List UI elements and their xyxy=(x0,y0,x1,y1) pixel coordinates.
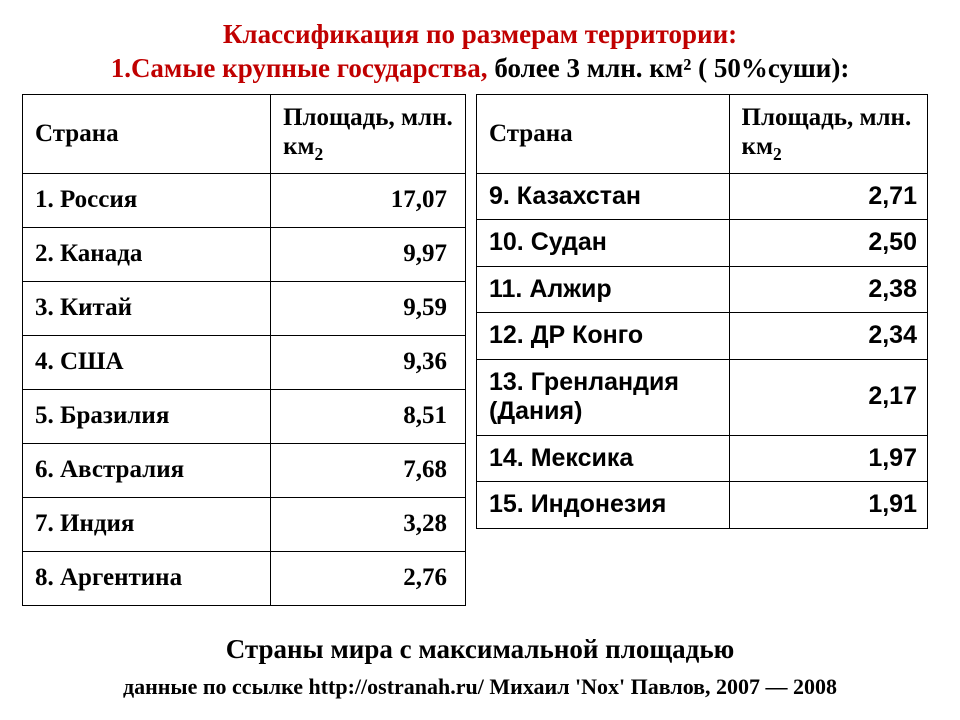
cell-area: 2,34 xyxy=(729,313,927,360)
cell-area: 8,51 xyxy=(271,389,466,443)
cell-country: 2. Канада xyxy=(23,227,271,281)
title-block: Классификация по размерам территории: 1.… xyxy=(0,0,960,94)
cell-area: 2,50 xyxy=(729,220,927,267)
table-row: 1. Россия17,07 xyxy=(23,173,466,227)
cell-country: 9. Казахстан xyxy=(477,173,730,220)
table-right: Страна Площадь, млн. км2 9. Казахстан2,7… xyxy=(476,94,928,529)
table-row: 2. Канада9,97 xyxy=(23,227,466,281)
table-row: 8. Аргентина2,76 xyxy=(23,551,466,605)
cell-area: 9,36 xyxy=(271,335,466,389)
table-row: 9. Казахстан2,71 xyxy=(477,173,928,220)
cell-area: 17,07 xyxy=(271,173,466,227)
table-row: 12. ДР Конго2,34 xyxy=(477,313,928,360)
cell-country: 6. Австралия xyxy=(23,443,271,497)
cell-area: 1,91 xyxy=(729,482,927,529)
cell-country: 10. Судан xyxy=(477,220,730,267)
table-row: 6. Австралия7,68 xyxy=(23,443,466,497)
table-row: 3. Китай9,59 xyxy=(23,281,466,335)
table-row: 4. США9,36 xyxy=(23,335,466,389)
cell-country: 11. Алжир xyxy=(477,266,730,313)
cell-country: 5. Бразилия xyxy=(23,389,271,443)
table-row: 13. Гренландия (Дания)2,17 xyxy=(477,359,928,435)
cell-country: 4. США xyxy=(23,335,271,389)
cell-area: 9,59 xyxy=(271,281,466,335)
table-header-row: Страна Площадь, млн. км2 xyxy=(23,94,466,173)
title-line-2: 1.Самые крупные государства, более 3 млн… xyxy=(20,52,940,86)
cell-country: 7. Индия xyxy=(23,497,271,551)
cell-country: 3. Китай xyxy=(23,281,271,335)
source-line: данные по ссылке http://ostranah.ru/ Мих… xyxy=(0,674,960,700)
cell-area: 9,97 xyxy=(271,227,466,281)
cell-area: 2,38 xyxy=(729,266,927,313)
table-row: 15. Индонезия1,91 xyxy=(477,482,928,529)
title-line-2-black: более 3 млн. км² ( 50%суши): xyxy=(494,53,849,83)
table-left: Страна Площадь, млн. км2 1. Россия17,07 … xyxy=(22,94,466,606)
cell-area: 2,76 xyxy=(271,551,466,605)
cell-area: 1,97 xyxy=(729,435,927,482)
cell-country: 13. Гренландия (Дания) xyxy=(477,359,730,435)
cell-country: 14. Мексика xyxy=(477,435,730,482)
cell-country: 12. ДР Конго xyxy=(477,313,730,360)
table-row: 7. Индия3,28 xyxy=(23,497,466,551)
header-country: Страна xyxy=(23,94,271,173)
footer-caption: Страны мира с максимальной площадью xyxy=(222,633,739,666)
header-area: Площадь, млн. км2 xyxy=(729,94,927,173)
header-area: Площадь, млн. км2 xyxy=(271,94,466,173)
table-row: 11. Алжир2,38 xyxy=(477,266,928,313)
title-line-2-red: 1.Самые крупные государства, xyxy=(111,53,495,83)
cell-area: 2,17 xyxy=(729,359,927,435)
table-row: 14. Мексика1,97 xyxy=(477,435,928,482)
tables-container: Страна Площадь, млн. км2 1. Россия17,07 … xyxy=(0,94,960,606)
cell-country: 15. Индонезия xyxy=(477,482,730,529)
title-line-1: Классификация по размерам территории: xyxy=(20,18,940,52)
table-header-row: Страна Площадь, млн. км2 xyxy=(477,94,928,173)
cell-area: 2,71 xyxy=(729,173,927,220)
cell-area: 3,28 xyxy=(271,497,466,551)
cell-country: 8. Аргентина xyxy=(23,551,271,605)
cell-area: 7,68 xyxy=(271,443,466,497)
cell-country: 1. Россия xyxy=(23,173,271,227)
table-row: 5. Бразилия8,51 xyxy=(23,389,466,443)
table-row: 10. Судан2,50 xyxy=(477,220,928,267)
header-country: Страна xyxy=(477,94,730,173)
